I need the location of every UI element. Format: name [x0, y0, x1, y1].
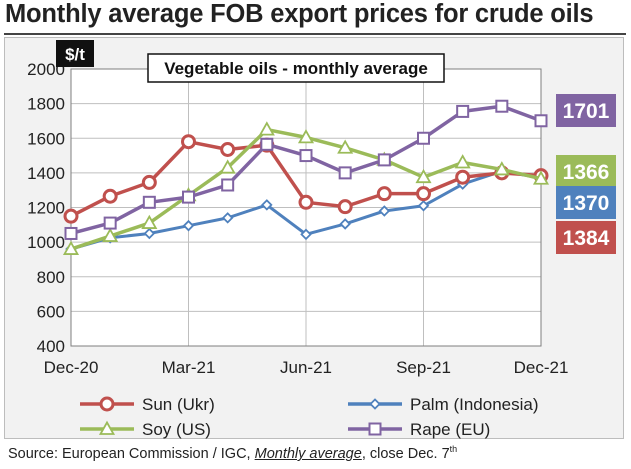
data-point-sun-ukr [220, 142, 236, 158]
data-point-soy-us [258, 121, 275, 136]
legend-label: Soy (US) [142, 420, 211, 439]
data-point-soy-us [337, 139, 354, 154]
unit-label: $/t [65, 45, 85, 64]
data-point-palm-indonesia [261, 199, 273, 211]
data-point-palm-indonesia [339, 218, 351, 230]
data-point-soy-us [141, 214, 158, 229]
legend-swatch-marker [369, 398, 381, 410]
y-tick-label: 1800 [27, 95, 65, 114]
y-tick-label: 400 [37, 337, 65, 356]
legend-swatch-marker [368, 422, 382, 436]
end-value-labels: 1701 1366 1370 1384 [556, 94, 616, 254]
legend-swatch-marker [99, 396, 115, 412]
series-soy-us [62, 121, 550, 255]
data-point-palm-indonesia [182, 219, 195, 232]
data-point-palm-indonesia [300, 228, 312, 241]
data-point-rape-eu [142, 195, 156, 209]
legend-item-sun-ukr: Sun (Ukr) [80, 395, 215, 414]
source-superscript: th [449, 444, 458, 454]
data-point-sun-ukr [416, 186, 431, 202]
x-tick-label: Mar-21 [162, 358, 216, 377]
y-tick-label: 1400 [27, 164, 65, 183]
data-point-rape-eu [338, 166, 352, 180]
data-point-rape-eu [182, 190, 195, 204]
end-label-sun-ukr: 1384 [563, 227, 610, 250]
data-point-rape-eu [495, 99, 509, 113]
y-tick-label: 800 [37, 268, 65, 287]
data-point-rape-eu [534, 114, 548, 128]
data-point-sun-ukr [298, 194, 314, 210]
end-label-box-palm-indonesia [556, 186, 616, 219]
data-point-palm-indonesia [417, 199, 430, 212]
end-label-rape-eu: 1701 [563, 100, 610, 123]
x-tick-label: Jun-21 [280, 358, 332, 377]
data-point-sun-ukr [141, 174, 157, 190]
x-tick-label: Sep-21 [396, 358, 451, 377]
end-label-box-soy-us [556, 155, 616, 188]
legend-label: Rape (EU) [410, 420, 490, 439]
y-tick-label: 1600 [27, 129, 65, 148]
data-point-soy-us [297, 129, 315, 144]
unit-badge [56, 40, 94, 67]
y-axis-ticks: 400 600 800 1000 1200 1400 1600 1800 2000 [27, 60, 65, 356]
data-point-sun-ukr [337, 199, 353, 215]
data-point-rape-eu [260, 137, 274, 151]
data-point-rape-eu [64, 226, 78, 240]
legend-item-rape-eu: Rape (EU) [348, 420, 490, 439]
data-point-rape-eu [221, 178, 235, 192]
legend-label: Sun (Ukr) [142, 395, 215, 414]
data-point-rape-eu [456, 104, 470, 118]
data-point-soy-us [532, 170, 550, 185]
data-point-rape-eu [299, 149, 313, 163]
x-tick-label: Dec-20 [44, 358, 99, 377]
page-title: Monthly average FOB export prices for cr… [5, 0, 594, 28]
data-point-soy-us [102, 227, 119, 242]
data-point-palm-indonesia [378, 205, 391, 217]
title-divider [4, 33, 626, 35]
data-point-sun-ukr [63, 208, 79, 224]
source-emphasis: Monthly average [254, 446, 362, 462]
y-tick-label: 1000 [27, 233, 65, 252]
data-point-soy-us [493, 161, 510, 176]
data-point-sun-ukr [181, 134, 196, 150]
data-point-soy-us [62, 240, 80, 255]
data-point-sun-ukr [102, 188, 118, 204]
legend-item-palm-indonesia: Palm (Indonesia) [348, 395, 539, 414]
legend: Sun (Ukr) Palm (Indonesia) Soy (US) Rape (E… [80, 395, 539, 439]
series-rape-eu [64, 99, 548, 240]
chart-title-box [147, 53, 445, 83]
legend-label: Palm (Indonesia) [410, 395, 539, 414]
chart-title: Vegetable oils - monthly average [164, 59, 428, 78]
x-tick-label: Dec-21 [514, 358, 569, 377]
source-prefix: Source: European Commission / IGC, [8, 446, 255, 462]
data-point-soy-us [219, 159, 236, 174]
series-lines [62, 99, 550, 255]
data-point-rape-eu [103, 216, 117, 230]
data-point-palm-indonesia [221, 212, 234, 224]
end-label-palm-indonesia: 1370 [563, 192, 610, 215]
source-note: Source: European Commission / IGC, Month… [8, 444, 628, 462]
legend-item-soy-us: Soy (US) [80, 420, 211, 439]
source-suffix: , close Dec. 7 [361, 446, 450, 462]
x-axis-ticks: Dec-20 Mar-21 Jun-21 Sep-21 Dec-21 [44, 358, 569, 377]
end-label-box-sun-ukr [556, 221, 616, 254]
data-point-sun-ukr [455, 169, 471, 185]
end-label-box-rape-eu [556, 94, 616, 127]
legend-swatch-marker [98, 420, 116, 435]
data-point-sun-ukr [376, 186, 392, 202]
data-point-palm-indonesia [143, 227, 156, 240]
end-label-soy-us: 1366 [563, 161, 610, 184]
data-point-rape-eu [377, 153, 391, 167]
y-tick-label: 2000 [27, 60, 65, 79]
y-tick-label: 1200 [27, 199, 65, 218]
series-sun-ukr [63, 134, 549, 224]
data-point-rape-eu [417, 131, 430, 145]
data-point-soy-us [454, 154, 471, 169]
y-tick-label: 600 [37, 302, 65, 321]
data-point-soy-us [415, 168, 432, 184]
